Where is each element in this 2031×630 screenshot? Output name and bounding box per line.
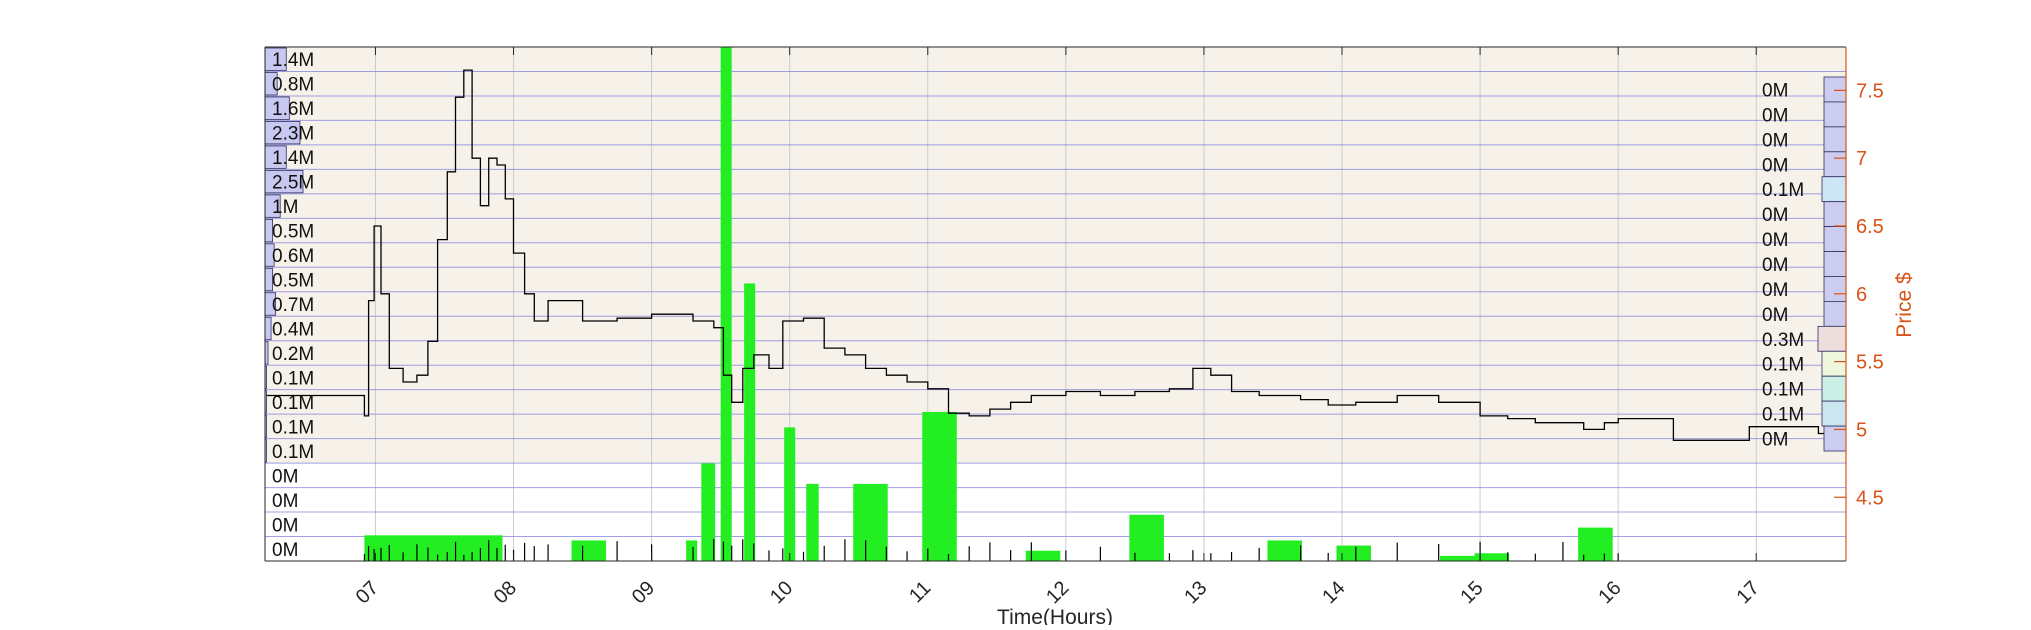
upper-shaded-band [265, 47, 1846, 464]
x-tick-label: 12 [1042, 577, 1073, 608]
left-profile-label: 0.6M [272, 246, 314, 267]
volume-bar [686, 540, 698, 561]
right-profile-label: 0M [1762, 255, 1788, 276]
volume-bar [1474, 553, 1510, 561]
left-profile-label: 0.2M [272, 344, 314, 365]
volume-bar [1336, 545, 1372, 561]
price-tick-label: 7.5 [1856, 80, 1884, 102]
x-tick-label: 17 [1732, 577, 1763, 608]
right-profile-label: 0M [1762, 205, 1788, 226]
right-profile-bar [1823, 251, 1847, 277]
right-profile-bar [1821, 400, 1847, 427]
left-profile-label: 1.4M [272, 148, 314, 169]
right-profile-bar [1821, 350, 1847, 377]
left-profile-label: 0.1M [272, 442, 314, 463]
right-profile-label: 0M [1762, 80, 1788, 101]
volume-bar [744, 283, 756, 561]
left-profile-label: 2.3M [272, 124, 314, 145]
price-tick-label: 5 [1856, 419, 1867, 441]
right-profile-bar [1823, 126, 1847, 153]
x-tick-label: 15 [1456, 577, 1487, 608]
right-profile-bar [1823, 201, 1847, 228]
right-profile-label: 0M [1762, 130, 1788, 151]
right-profile-bar [1823, 76, 1847, 103]
price-tick-label: 7 [1856, 148, 1867, 170]
right-profile-bar [1821, 176, 1847, 203]
left-profile-label: 0M [272, 515, 298, 536]
left-profile-label: 1M [272, 197, 298, 218]
price-tick-label: 6.5 [1856, 216, 1884, 238]
right-volume-profile: 0M 0M 0M 0M 0.1M 0M 0M 0M 0M 0M 0.3M 0.1M 0.1M 0.1M 0M [1762, 76, 1847, 452]
x-tick-label: 08 [490, 577, 521, 608]
x-tick-label: 07 [352, 577, 383, 608]
right-profile-label: 0.1M [1762, 355, 1804, 376]
right-profile-label: 0M [1762, 230, 1788, 251]
price-line [265, 69, 1840, 441]
left-profile-label: 0.1M [272, 368, 314, 389]
x-tick-label: 11 [905, 577, 935, 607]
volume-bar [806, 483, 819, 561]
right-profile-label: 0.1M [1762, 180, 1804, 201]
x-tick-label: 13 [1180, 577, 1211, 608]
right-profile-label: 0.3M [1762, 330, 1804, 351]
grid-lines [265, 46, 1846, 562]
left-profile-label: 0.1M [272, 393, 314, 414]
left-profile-label: 0M [272, 466, 298, 487]
left-profile-label: 0.5M [272, 222, 314, 243]
right-profile-label: 0M [1762, 155, 1788, 176]
right-profile-label: 0.1M [1762, 405, 1804, 426]
volume-bar [1025, 550, 1061, 561]
volume-bars [363, 47, 1619, 561]
volume-bar [784, 427, 796, 561]
left-profile-label: 0.1M [272, 417, 314, 438]
left-volume-profile: 1.4M 0.8M 1.6M 2.3M 1.4M 2.5M 1M 0.5M 0.6M 0.5M 0.… [264, 47, 314, 561]
left-profile-label: 0M [272, 540, 298, 561]
left-profile-label: 0M [272, 491, 298, 512]
volume-bar [433, 535, 503, 561]
volume-bar [853, 483, 888, 561]
x-tick-label: 16 [1594, 577, 1625, 608]
x-axis-label: Time(Hours) [997, 606, 1113, 625]
volume-bar [720, 47, 732, 561]
left-profile-label: 0.4M [272, 319, 314, 340]
x-tick-label: 10 [766, 577, 797, 608]
price-series [265, 69, 1840, 441]
volume-bar [1440, 555, 1475, 561]
volume-bar [571, 540, 607, 561]
x-tick-label: 09 [628, 577, 659, 608]
right-profile-bar [1823, 226, 1847, 252]
right-profile-label: 0M [1762, 105, 1788, 126]
right-profile-bar [1817, 325, 1847, 352]
price-tick-label: 5.5 [1856, 352, 1884, 374]
left-profile-bar [264, 316, 272, 341]
plot-background [265, 47, 1846, 561]
right-profile-label: 0M [1762, 430, 1788, 451]
right-profile-label: 0M [1762, 305, 1788, 326]
right-profile-label: 0M [1762, 280, 1788, 301]
left-profile-label: 1.4M [272, 50, 314, 71]
left-profile-label: 1.6M [272, 99, 314, 120]
volume-bar [922, 411, 957, 561]
left-profile-label: 2.5M [272, 173, 314, 194]
price-tick-label: 6 [1856, 284, 1867, 306]
right-profile-bar [1823, 101, 1847, 128]
price-axis-label: Price $ [1893, 272, 1916, 338]
left-profile-label: 0.8M [272, 75, 314, 96]
right-profile-label: 0.1M [1762, 380, 1804, 401]
volume-bar [1267, 540, 1302, 561]
right-profile-bar [1821, 375, 1847, 402]
left-profile-label: 0.5M [272, 271, 314, 292]
left-profile-label: 0.7M [272, 295, 314, 316]
volume-bar [364, 535, 434, 561]
volume-bar [701, 463, 716, 561]
right-profile-bar [1823, 300, 1847, 327]
right-profile-bar [1823, 151, 1847, 178]
x-tick-label: 14 [1318, 577, 1349, 608]
price-tick-label: 4.5 [1856, 487, 1884, 509]
right-profile-bar [1823, 276, 1847, 302]
